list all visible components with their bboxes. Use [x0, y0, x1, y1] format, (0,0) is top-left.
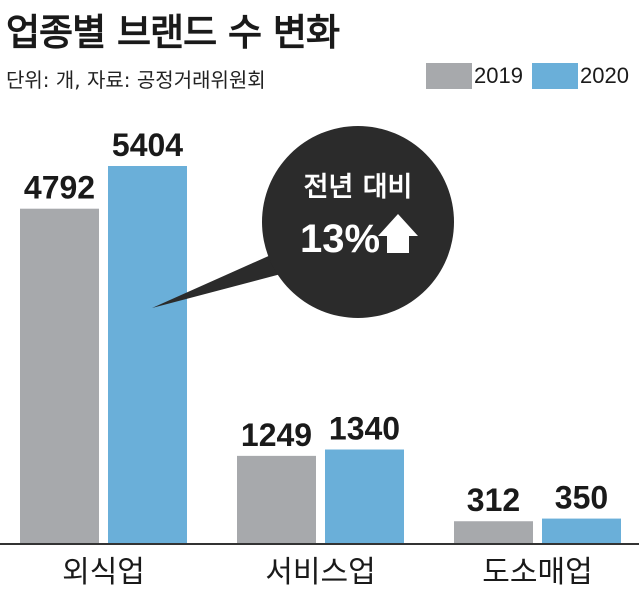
value-label-2020-1: 1340 — [329, 411, 400, 447]
up-arrow-icon — [378, 214, 418, 253]
bar-2020-1 — [325, 449, 404, 543]
chart-title: 업종별 브랜드 수 변화 — [6, 11, 340, 54]
source-note: 단위: 개, 자료: 공정거래위원회 — [6, 68, 266, 92]
legend-swatch-2020 — [532, 63, 578, 89]
value-label-2020-2: 350 — [555, 480, 608, 516]
legend-label-2020: 2020 — [580, 63, 629, 88]
callout-line2: 13% — [300, 217, 380, 261]
value-label-2019-0: 4792 — [24, 170, 95, 206]
bar-2019-2 — [454, 521, 533, 543]
value-labels-group: 4792 5404 1249 1340 312 350 — [24, 127, 608, 518]
callout-pointer — [152, 250, 296, 308]
legend-label-2019: 2019 — [474, 63, 523, 88]
legend-swatch-2019 — [426, 63, 472, 89]
bars-group — [20, 166, 621, 543]
x-tick-label-2: 도소매업 — [482, 555, 592, 589]
bar-2020-0 — [108, 166, 187, 543]
bar-2019-0 — [20, 208, 99, 543]
x-ticks-group: 외식업 서비스업 도소매업 — [62, 555, 593, 589]
callout: 전년 대비 13% — [152, 126, 454, 318]
value-label-2019-2: 312 — [467, 482, 520, 518]
value-label-2019-1: 1249 — [241, 417, 312, 453]
legend-item-2020: 2020 — [532, 63, 629, 89]
value-label-2020-0: 5404 — [112, 127, 183, 163]
bar-2020-2 — [542, 518, 621, 543]
callout-bubble — [262, 126, 454, 318]
bar-2019-1 — [237, 455, 316, 543]
legend-item-2019: 2019 — [426, 63, 523, 89]
x-tick-label-0: 외식업 — [62, 555, 145, 589]
x-tick-label-1: 서비스업 — [265, 555, 375, 589]
callout-line1: 전년 대비 — [304, 172, 413, 203]
